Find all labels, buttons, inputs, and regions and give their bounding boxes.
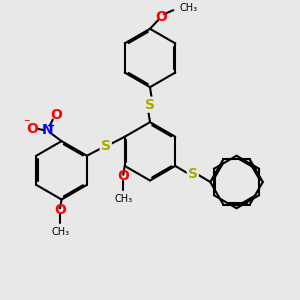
Text: O: O [54,203,66,217]
Text: O: O [50,108,62,122]
Text: CH₃: CH₃ [51,227,69,238]
Text: O: O [26,122,38,136]
Text: O: O [117,169,129,183]
Text: S: S [145,98,155,112]
Text: S: S [188,167,198,181]
Text: S: S [101,139,111,153]
Text: ⁻: ⁻ [23,117,30,130]
Text: CH₃: CH₃ [179,3,197,14]
Text: N: N [42,123,53,137]
Text: O: O [155,10,167,24]
Text: CH₃: CH₃ [114,194,132,204]
Text: +: + [47,121,55,131]
